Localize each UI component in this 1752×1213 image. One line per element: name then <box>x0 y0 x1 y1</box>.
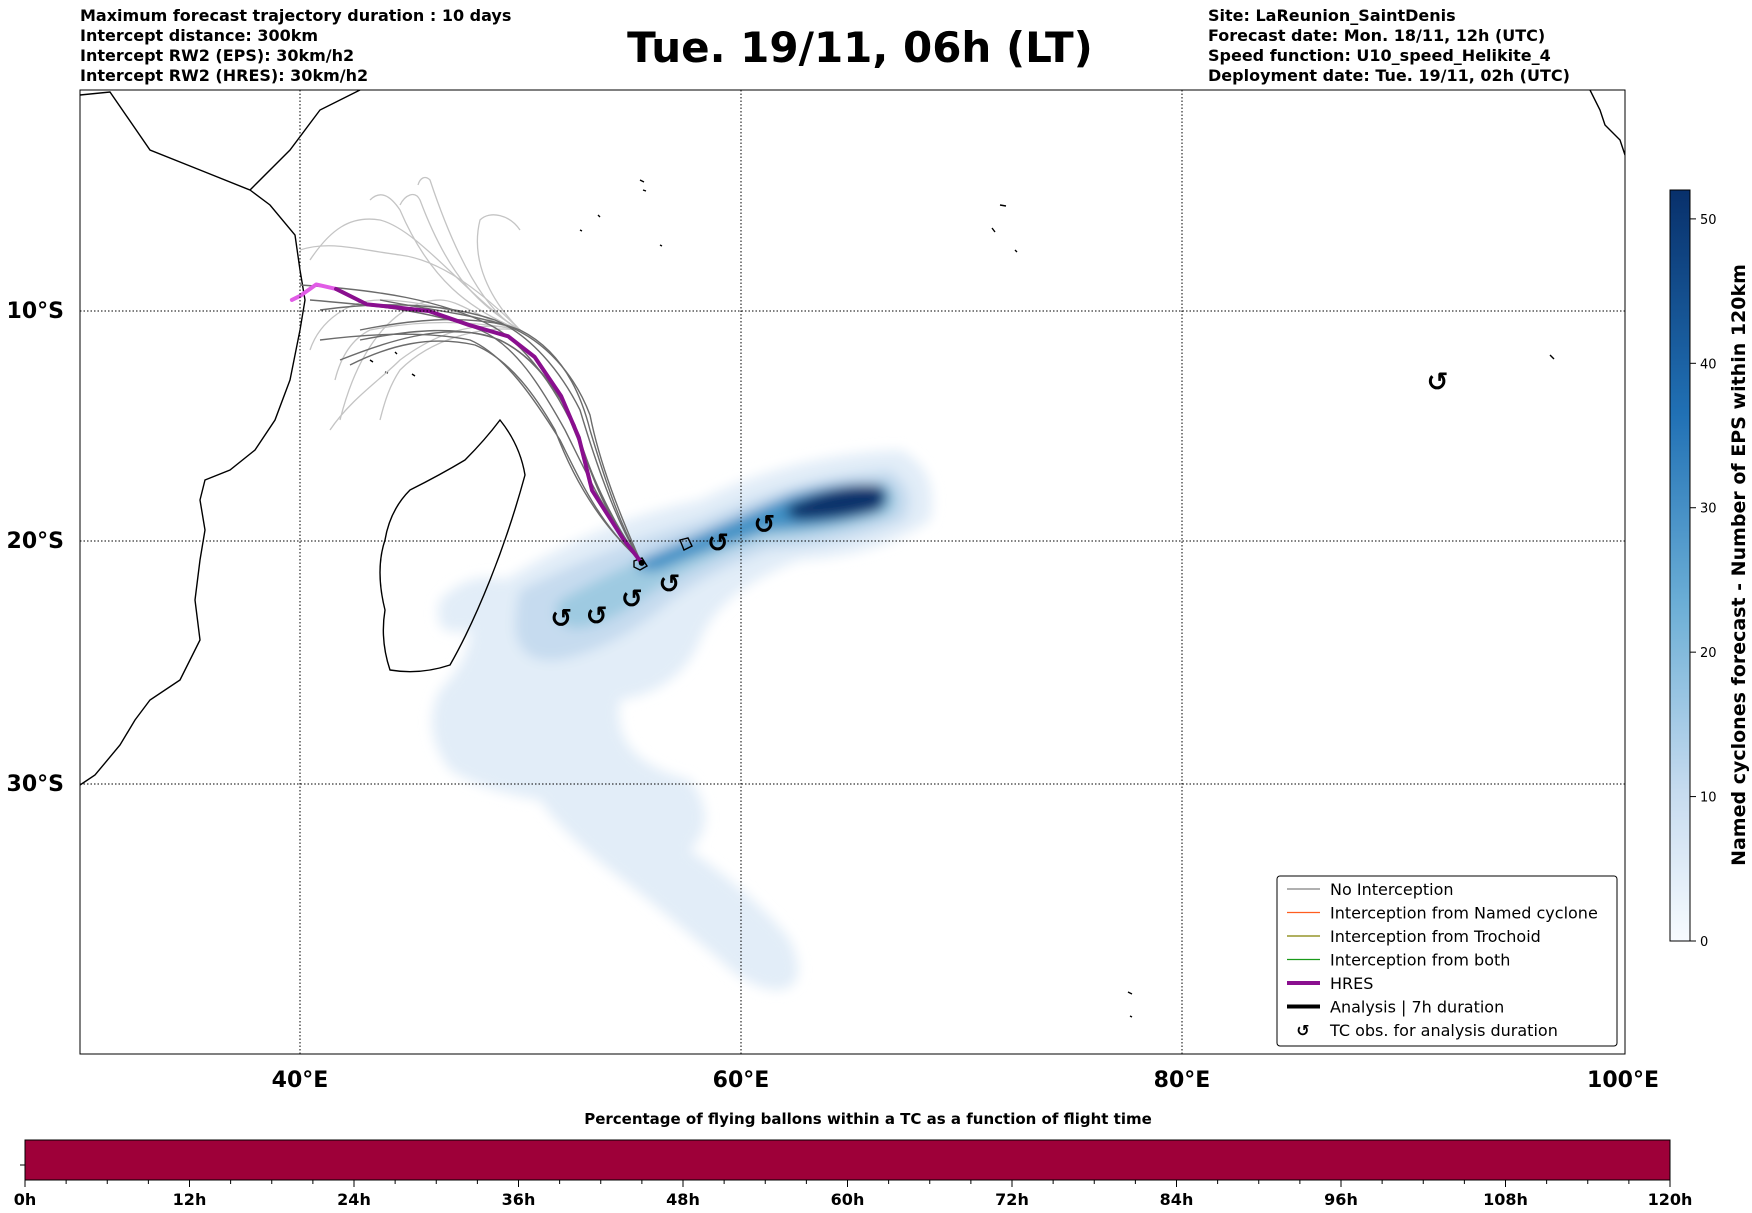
header-left-line: Intercept RW2 (HRES): 30km/h2 <box>80 66 369 85</box>
legend-label: Interception from Trochoid <box>1330 927 1541 946</box>
bar-tick-label: 24h <box>337 1190 371 1209</box>
lat-tick-label: 10°S <box>7 299 64 324</box>
tc-obs-marker: ↺ <box>586 601 608 631</box>
colorbar-tick-label: 10 <box>1700 791 1717 806</box>
bar-tick-label: 72h <box>995 1190 1029 1209</box>
header-right: Site: LaReunion_SaintDenis Forecast date… <box>1208 6 1570 86</box>
map-title: Tue. 19/11, 06h (LT) <box>627 23 1093 72</box>
density-level-5 <box>786 485 886 520</box>
cyclone-density-field <box>432 450 932 990</box>
legend-label: TC obs. for analysis duration <box>1329 1021 1558 1040</box>
eps-trajectories-light <box>299 176 521 431</box>
tc-obs-marker: ↺ <box>550 604 572 634</box>
legend-box <box>1276 875 1618 1047</box>
colorbar-tick-label: 20 <box>1700 646 1717 661</box>
legend-label: No Interception <box>1330 880 1454 899</box>
tc-obs-marker: ↺ <box>658 570 680 600</box>
lon-tick-label: 40°E <box>272 1068 329 1093</box>
tc-obs-marker: ↺ <box>621 584 643 614</box>
legend-label: HRES <box>1330 974 1373 993</box>
seychelles-islands <box>579 179 663 247</box>
legend-marker: ↺ <box>1296 1021 1309 1040</box>
legend-label: Interception from both <box>1330 951 1510 970</box>
bar-tick-label: 60h <box>831 1190 865 1209</box>
hres-track <box>334 286 644 565</box>
colorbar-fill <box>1669 189 1691 942</box>
header-left-line: Maximum forecast trajectory duration : 1… <box>80 6 512 25</box>
header-left-line: Intercept distance: 300km <box>80 26 319 45</box>
madagascar-coastline <box>379 418 526 673</box>
bar-tick-label: 108h <box>1483 1190 1528 1209</box>
lat-tick-label: 30°S <box>7 772 64 797</box>
tc-obs-marker: ↺ <box>707 528 729 558</box>
flight-time-bar-fill <box>24 1139 1671 1181</box>
bar-tick-label: 48h <box>666 1190 700 1209</box>
kerguelen-islands <box>1127 991 1133 1018</box>
density-colorbar: 0 10 20 30 40 50 Named cyclones forecast - Nu… <box>1669 189 1750 950</box>
bar-tick-label: 84h <box>1160 1190 1194 1209</box>
bar-tick-label: 0h <box>14 1190 37 1209</box>
eps-trajectories-no-interception <box>299 284 641 561</box>
india-coastline <box>1589 90 1625 156</box>
bar-tick-label: 12h <box>173 1190 207 1209</box>
colorbar-tick-label: 0 <box>1700 935 1708 950</box>
header-left: Maximum forecast trajectory duration : 1… <box>80 6 511 86</box>
legend-label: Interception from Named cyclone <box>1330 904 1598 923</box>
colorbar-label: Named cyclones forecast - Number of EPS … <box>1728 264 1750 866</box>
flight-time-bar-title: Percentage of flying ballons within a TC… <box>584 1110 1152 1128</box>
colorbar-tick-label: 30 <box>1700 502 1717 517</box>
header-right-line: Forecast date: Mon. 18/11, 12h (UTC) <box>1208 26 1546 45</box>
mauritius-coastline <box>679 537 693 551</box>
lat-tick-label: 20°S <box>7 529 64 554</box>
legend-label: Analysis | 7h duration <box>1330 998 1504 1017</box>
flight-time-bar: Percentage of flying ballons within a TC… <box>14 1110 1693 1209</box>
map-frame <box>79 89 1626 1055</box>
tc-obs-markers: ↺ ↺ ↺ ↺ ↺ ↺ ↺ <box>550 367 1448 633</box>
lon-tick-label: 80°E <box>1154 1068 1211 1093</box>
bar-tick-label: 36h <box>502 1190 536 1209</box>
header-right-line: Site: LaReunion_SaintDenis <box>1208 6 1456 25</box>
colorbar-tick-label: 50 <box>1700 213 1717 228</box>
tc-obs-marker: ↺ <box>753 510 775 540</box>
map-plot-area: ↺ ↺ ↺ ↺ ↺ ↺ ↺ <box>80 90 1625 1054</box>
chagos-islands <box>991 204 1018 253</box>
bar-tick-label: 96h <box>1324 1190 1358 1209</box>
hres-track-outside <box>289 282 339 302</box>
comoros-islands <box>369 351 416 377</box>
site-marker <box>638 559 645 566</box>
lon-tick-label: 60°E <box>713 1068 770 1093</box>
header-left-line: Intercept RW2 (EPS): 30km/h2 <box>80 46 355 65</box>
lon-tick-label: 100°E <box>1587 1068 1659 1093</box>
africa-coastline <box>80 90 361 786</box>
colorbar-tick-label: 40 <box>1700 357 1717 372</box>
header-right-line: Deployment date: Tue. 19/11, 02h (UTC) <box>1208 66 1570 85</box>
cocos-islands <box>1549 354 1555 360</box>
legend: No Interception Interception from Named c… <box>1276 875 1618 1047</box>
header-right-line: Speed function: U10_speed_Helikite_4 <box>1208 46 1551 65</box>
tc-obs-marker: ↺ <box>1426 367 1448 397</box>
bar-tick-label: 120h <box>1648 1190 1693 1209</box>
